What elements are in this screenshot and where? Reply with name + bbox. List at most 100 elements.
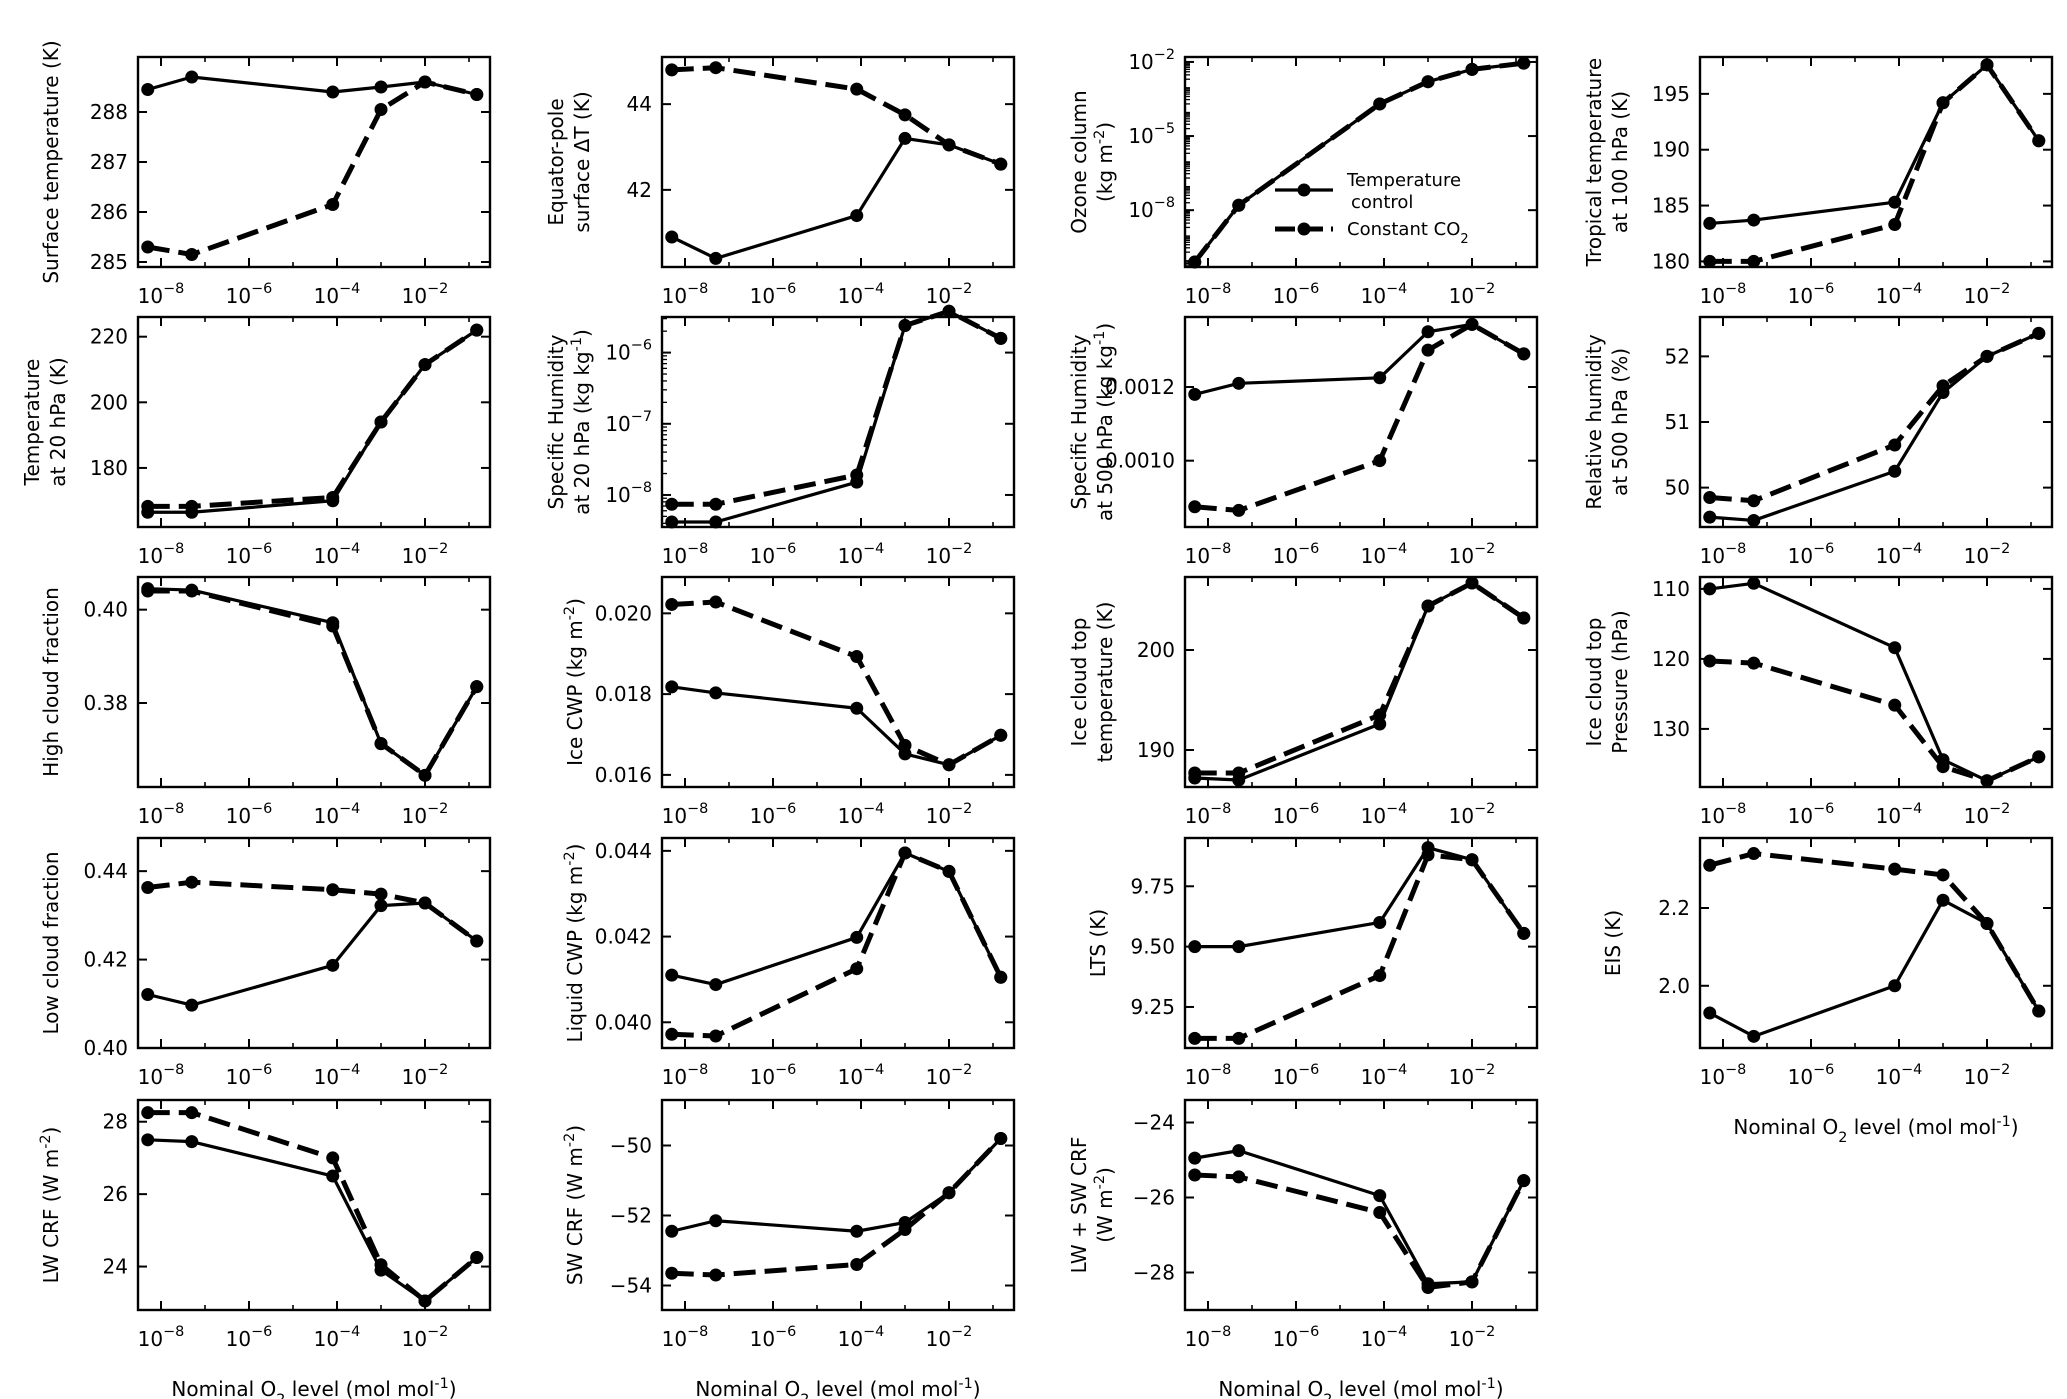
- x-tick-label: 10−4: [838, 801, 885, 828]
- y-tick-label: −24: [1133, 1111, 1175, 1135]
- y-axis-label: Ice CWP (kg m-2​): [562, 598, 587, 766]
- y-tick-label: 0.018: [595, 682, 652, 706]
- data-point: [850, 209, 864, 223]
- y-tick-label: 50: [1665, 476, 1690, 500]
- data-point: [374, 103, 388, 116]
- y-tick-label: 0.40: [83, 1036, 128, 1060]
- x-tick-label: 10−4: [1876, 801, 1923, 828]
- y-tick-label: 2.2: [1658, 896, 1690, 920]
- x-tick-label: 10−2: [926, 1324, 973, 1351]
- data-point: [185, 248, 199, 261]
- x-tick-label: 10−4: [314, 1324, 361, 1351]
- y-axis-label: (W m-2​): [1092, 1167, 1117, 1243]
- x-tick-label: 10−8: [1185, 801, 1232, 828]
- data-point: [1421, 75, 1435, 89]
- y-tick-label: −26: [1133, 1186, 1175, 1210]
- data-point: [141, 83, 155, 96]
- x-tick-label: 10−4: [1361, 541, 1408, 568]
- data-point: [1421, 848, 1435, 862]
- data-point: [1465, 576, 1479, 590]
- data-point: [1703, 858, 1717, 872]
- y-axis-label: surface ΔT (K): [570, 91, 594, 232]
- x-tick-label: 10−4: [1361, 801, 1408, 828]
- y-axis-label: Ice cloud top: [1067, 618, 1091, 747]
- data-point: [665, 497, 679, 511]
- series-line-dashed: [1194, 852, 1526, 1041]
- x-tick-label: 10−2: [1449, 1062, 1496, 1089]
- panel-lw-sw-crf: 10−8 10−6 10−4 10−2 −28 −26 −24 LW + SW CRF (W m…: [1067, 1098, 1539, 1399]
- data-point: [1703, 490, 1717, 504]
- x-tick-label: 10−8: [138, 281, 185, 308]
- y-tick-label: 52: [1665, 344, 1690, 368]
- x-tick-label: 10−4: [838, 541, 885, 568]
- axes-frame: [660, 575, 1016, 789]
- data-point: [1232, 1144, 1246, 1158]
- data-point: [185, 998, 199, 1012]
- x-tick-label: 10−2: [402, 801, 449, 828]
- x-tick-label: 10−2: [926, 1062, 973, 1089]
- y-axis-label: Pressure (hPa): [1608, 610, 1632, 753]
- series-line-solid: [147, 901, 478, 1007]
- panel-tropical-temperature-100: 10−8 10−6 10−4 10−2 180 185 190 195 Tropical tem…: [1582, 55, 2054, 308]
- data-point: [709, 515, 723, 529]
- data-point: [850, 701, 864, 715]
- y-axis-label: LW CRF (W m-2​): [38, 1127, 63, 1284]
- x-tick-label: 10−8: [138, 541, 185, 568]
- data-point: [898, 846, 912, 860]
- x-tick-label: 10−8: [1185, 281, 1232, 308]
- data-point: [850, 962, 864, 976]
- data-point: [709, 251, 723, 265]
- panel-relative-humidity-500hpa: 10−8 10−6 10−4 10−2 50 51 52 Relative humidity a…: [1582, 315, 2054, 568]
- x-tick-label: 10−4: [314, 1062, 361, 1089]
- x-tick-label: 10−6: [750, 801, 797, 828]
- axes-frame: [1698, 836, 2054, 1050]
- y-axis-label: (kg m-2​): [1092, 122, 1117, 202]
- data-point: [418, 896, 432, 910]
- y-tick-label: −52: [610, 1204, 652, 1228]
- data-point: [1888, 218, 1902, 232]
- x-tick-label: 10−2: [1964, 801, 2011, 828]
- data-point: [665, 1027, 679, 1041]
- y-axis-label: LTS (K): [1086, 909, 1110, 977]
- data-point: [1373, 97, 1387, 111]
- axes-frame: [660, 836, 1016, 1050]
- data-point: [1188, 940, 1202, 954]
- data-point: [1421, 1281, 1435, 1294]
- series-line-dashed: [147, 79, 478, 257]
- x-tick-label: 10−2: [1964, 1062, 2011, 1089]
- y-axis-label: at 20 hPa (kg kg-1​): [569, 329, 594, 515]
- data-point: [709, 1268, 723, 1282]
- panel-ice-cwp: 10−8 10−6 10−4 10−2 0.016 0.018 0.020 Ice CWP (…: [562, 575, 1016, 828]
- x-tick-label: 10−6: [1788, 1062, 1835, 1089]
- data-point: [1747, 656, 1761, 670]
- y-axis-label: at 500 hPa (kg kg-1​): [1092, 323, 1117, 521]
- x-tick-label: 10−6: [226, 541, 273, 568]
- x-tick-label: 10−2: [402, 1324, 449, 1351]
- data-point: [418, 75, 432, 89]
- series-line-dashed: [1194, 580, 1526, 776]
- y-axis-label: Specific Humidity: [1067, 334, 1091, 509]
- data-point: [1373, 1189, 1387, 1203]
- x-tick-label: 10−4: [838, 281, 885, 308]
- x-tick-label: 10−2: [1964, 541, 2011, 568]
- x-tick-label: 10−6: [1273, 541, 1320, 568]
- data-point: [1747, 1029, 1761, 1043]
- data-point: [418, 1294, 432, 1308]
- panel-ozone-column: 10−8 10−6 10−4 10−2 10−8 10−5 10−2 Ozone column…: [1067, 47, 1539, 308]
- x-tick-label: 10−4: [838, 1062, 885, 1089]
- y-tick-label: 200: [1137, 638, 1175, 662]
- data-point: [1373, 454, 1387, 468]
- y-tick-label: 286: [90, 200, 128, 224]
- data-point: [665, 1224, 679, 1238]
- y-axis-label: High cloud fraction: [39, 587, 63, 777]
- y-tick-label: 0.042: [595, 925, 652, 949]
- data-point: [665, 63, 679, 77]
- x-tick-label: 10−6: [1273, 1324, 1320, 1351]
- data-point: [1888, 438, 1902, 452]
- y-axis-label: Ice cloud top: [1582, 618, 1606, 747]
- x-tick-label: 10−8: [662, 1324, 709, 1351]
- data-point: [665, 597, 679, 611]
- data-point: [2032, 134, 2046, 148]
- x-tick-label: 10−4: [1361, 1324, 1408, 1351]
- data-point: [185, 499, 199, 513]
